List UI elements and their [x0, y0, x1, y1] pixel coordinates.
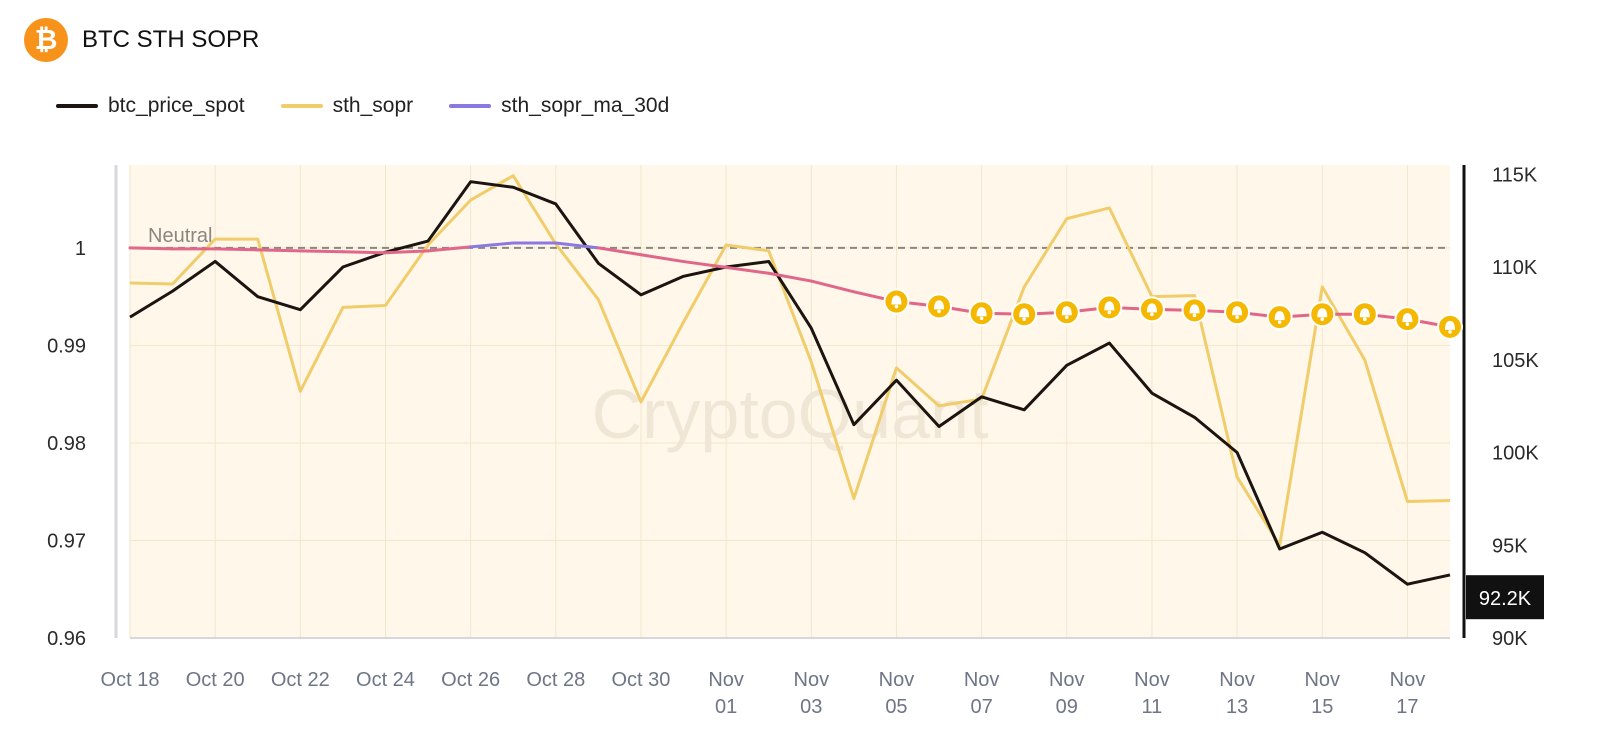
plot-area — [130, 165, 1450, 638]
series-segment-sth-sopr-ma-30d — [341, 250, 387, 255]
series-segment-sth-sopr-ma-30d — [639, 253, 686, 264]
y-right-tick-label: 90K — [1492, 628, 1528, 650]
x-tick-label: 07 — [970, 696, 992, 718]
series-segment-sth-sopr-ma-30d — [213, 247, 260, 252]
bell-shape — [1402, 313, 1413, 323]
bell-shape — [1274, 311, 1285, 321]
x-tick-label: Nov — [708, 669, 744, 691]
bell-clapper — [1405, 322, 1410, 326]
legend-item-sth-sopr-ma-30d[interactable]: sth_sopr_ma_30d — [449, 94, 669, 118]
bell-shape — [1189, 304, 1200, 314]
chart-title: BTC STH SOPR — [82, 26, 260, 53]
series-segment-sth-sopr-ma-30d — [554, 241, 600, 250]
x-tick-label: 05 — [885, 696, 907, 718]
y-left-tick-label: 1 — [75, 238, 86, 260]
bell-shape — [891, 295, 902, 305]
bell-clapper — [1064, 315, 1069, 320]
bell-clapper — [1363, 317, 1367, 322]
bell-clapper — [1150, 312, 1154, 317]
x-tick-label: Nov — [1049, 669, 1085, 691]
series-segment-sth-sopr-ma-30d — [682, 260, 728, 269]
bell-shape — [934, 300, 945, 310]
current-price-label: 92.2K — [1479, 588, 1532, 610]
bell-shape — [1445, 320, 1455, 330]
y-right-tick-label: 100K — [1492, 443, 1539, 465]
legend-swatch — [449, 104, 492, 108]
series-segment-sth-sopr-ma-30d — [767, 271, 813, 283]
bell-shape — [1359, 308, 1370, 318]
bell-clapper — [937, 309, 941, 314]
y-left-tick-label: 0.97 — [47, 530, 86, 552]
watermark-text: CryptoQuant — [592, 375, 989, 453]
bell-shape — [976, 307, 987, 317]
x-tick-label: Oct 28 — [526, 669, 585, 691]
bell-shape — [1061, 306, 1072, 316]
bell-clapper — [1277, 320, 1282, 324]
series-segment-sth-sopr-ma-30d — [596, 246, 643, 257]
x-tick-label: Oct 20 — [186, 669, 245, 691]
legend-label: sth_sopr — [332, 94, 414, 117]
bell-clapper — [979, 316, 984, 321]
x-tick-label: Nov — [879, 669, 915, 691]
x-tick-label: Nov — [964, 669, 1000, 691]
x-tick-label: 09 — [1056, 696, 1078, 718]
x-tick-label: Nov — [1219, 669, 1255, 691]
series-segment-sth-sopr-ma-30d — [426, 245, 473, 253]
x-tick-label: Oct 24 — [356, 669, 415, 691]
x-tick-label: 15 — [1311, 696, 1333, 718]
bell-clapper — [1448, 330, 1452, 334]
series-segment-sth-sopr-ma-30d — [128, 246, 175, 251]
neutral-label: Neutral — [148, 225, 212, 247]
legend-item-sth-sopr[interactable]: sth_sopr — [280, 94, 414, 118]
y-right-tick-label: 95K — [1492, 535, 1528, 557]
x-tick-label: Oct 22 — [271, 669, 330, 691]
legend: btc_price_spot sth_sopr sth_sopr_ma_30d — [56, 94, 705, 118]
series-segment-sth-sopr-ma-30d — [724, 265, 771, 275]
x-tick-label: 01 — [715, 696, 737, 718]
current-price-badge — [1466, 575, 1544, 620]
y-right-tick-label: 105K — [1492, 350, 1539, 372]
x-tick-label: Oct 30 — [612, 669, 671, 691]
x-tick-label: Oct 26 — [441, 669, 500, 691]
x-tick-label: 13 — [1226, 696, 1248, 718]
bell-clapper — [1320, 317, 1325, 322]
x-tick-label: Nov — [794, 669, 830, 691]
bell-clapper — [1192, 313, 1197, 318]
bell-clapper — [894, 304, 899, 309]
bell-shape — [1019, 308, 1030, 318]
series-segment-sth-sopr-ma-30d — [256, 248, 302, 253]
series-line-btc-price-spot — [129, 180, 1451, 586]
x-tick-label: Nov — [1134, 669, 1170, 691]
legend-item-btc-price-spot[interactable]: btc_price_spot — [56, 94, 245, 118]
x-tick-label: Nov — [1390, 669, 1426, 691]
legend-label: btc_price_spot — [108, 94, 245, 117]
bell-shape — [1232, 306, 1243, 316]
chart-header: ₿ BTC STH SOPR — [24, 18, 259, 62]
series-segment-sth-sopr-ma-30d — [469, 241, 515, 249]
y-left-tick-label: 0.96 — [47, 628, 86, 650]
series-segment-sth-sopr-ma-30d — [383, 249, 430, 255]
x-tick-label: 11 — [1142, 696, 1163, 718]
bell-shape — [1146, 303, 1157, 313]
y-right-tick-label: 115K — [1492, 164, 1538, 186]
x-tick-label: Oct 18 — [101, 669, 160, 691]
x-tick-label: Nov — [1304, 669, 1340, 691]
bell-clapper — [1235, 315, 1239, 320]
legend-swatch — [56, 104, 98, 108]
y-right-tick-label: 110K — [1492, 257, 1538, 279]
legend-label: sth_sopr_ma_30d — [501, 94, 670, 117]
x-tick-label: 17 — [1396, 696, 1418, 718]
y-left-tick-label: 0.99 — [47, 335, 86, 357]
series-segment-sth-sopr-ma-30d — [809, 279, 856, 294]
legend-swatch — [280, 104, 323, 108]
x-tick-label: 03 — [800, 696, 822, 718]
bell-clapper — [1107, 310, 1112, 315]
bell-clapper — [1022, 317, 1026, 322]
bitcoin-icon: ₿ — [24, 18, 68, 62]
bell-shape — [1317, 308, 1328, 318]
series-segment-sth-sopr-ma-30d — [298, 249, 345, 254]
y-left-tick-label: 0.98 — [47, 433, 86, 455]
bell-shape — [1104, 301, 1115, 311]
